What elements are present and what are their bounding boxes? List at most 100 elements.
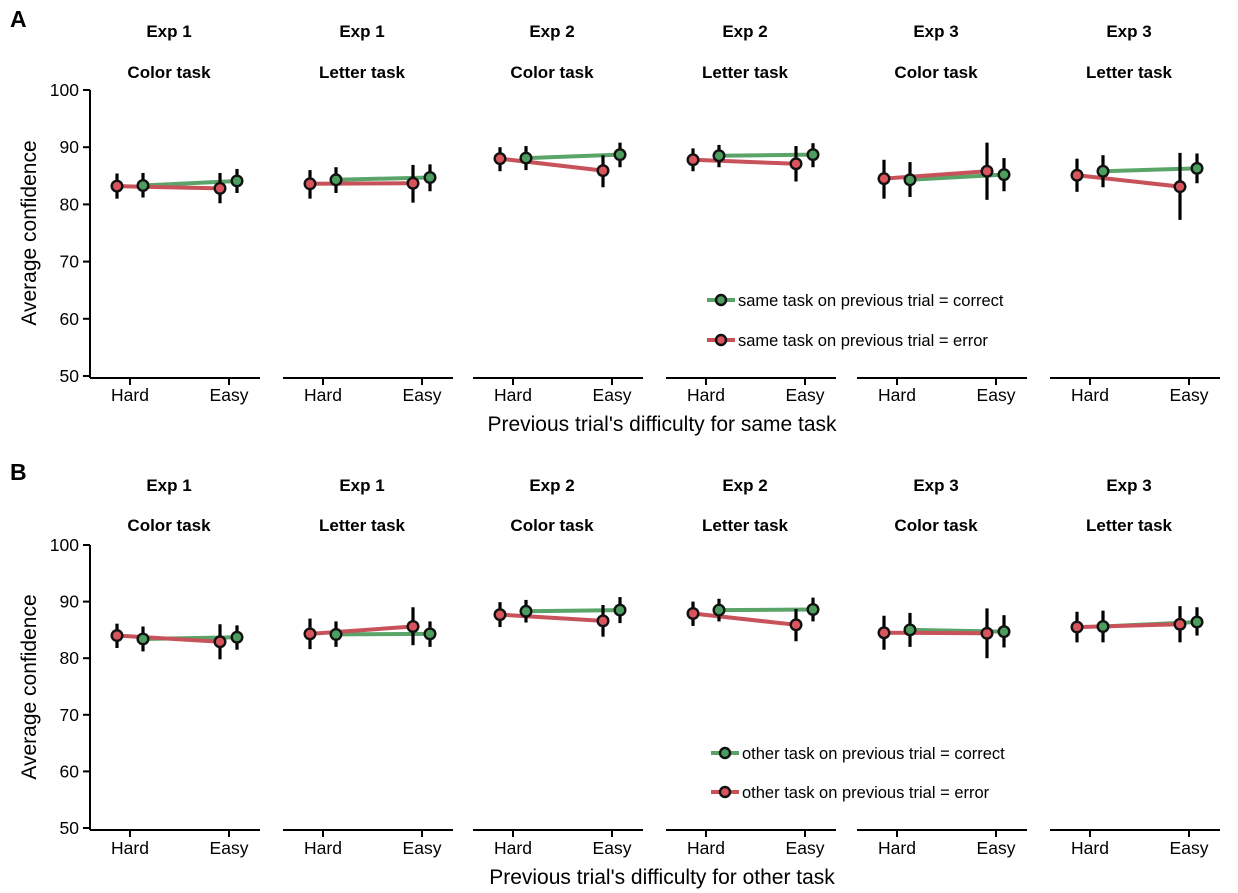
subplot: Exp 1 Letter task Hard Easy — [283, 22, 453, 405]
x-tick-label: Easy — [210, 838, 249, 858]
subplot-task-title: Color task — [127, 63, 211, 82]
subplot-exp-title: Exp 3 — [913, 22, 958, 41]
panel-letter-a: A — [10, 6, 27, 32]
subplot-exp-title: Exp 2 — [529, 22, 574, 41]
series-line-correct — [717, 152, 815, 158]
x-tick-label: Easy — [1170, 385, 1209, 405]
x-tick-label: Hard — [494, 838, 532, 858]
x-tick-label: Hard — [494, 385, 532, 405]
data-point-error — [493, 608, 507, 622]
subplot: Exp 3 Letter task Hard Easy — [1050, 22, 1220, 405]
y-tick-label: 60 — [60, 761, 80, 781]
series-line-error — [691, 157, 798, 166]
data-point-error — [980, 626, 994, 640]
subplot-exp-title: Exp 3 — [1106, 22, 1151, 41]
data-point-error — [686, 153, 700, 167]
x-tick-label: Hard — [1071, 385, 1109, 405]
y-tick-label: 70 — [60, 705, 80, 725]
subplot-task-title: Color task — [127, 516, 211, 535]
data-point-error — [110, 629, 124, 643]
x-tick-label: Hard — [304, 838, 342, 858]
x-tick-label: Hard — [687, 385, 725, 405]
data-point-error — [877, 626, 891, 640]
series-line-correct — [717, 607, 815, 613]
subplot-exp-title: Exp 1 — [146, 22, 191, 41]
legend: other task on previous trial = correct ot… — [711, 745, 1005, 802]
data-point-error — [980, 164, 994, 178]
subplot-task-title: Letter task — [319, 63, 406, 82]
x-tick-label: Hard — [687, 838, 725, 858]
legend-item-correct: same task on previous trial = correct — [738, 292, 1004, 310]
data-point-error — [789, 618, 803, 632]
series-line-error — [882, 169, 989, 181]
data-point-error — [493, 152, 507, 166]
data-point-correct — [329, 173, 343, 187]
series-line-error — [1075, 622, 1182, 630]
data-point-correct — [230, 174, 244, 188]
data-point-error — [1173, 180, 1187, 194]
data-point-correct — [997, 625, 1011, 639]
legend-item-error: other task on previous trial = error — [742, 784, 990, 802]
series-line-error — [498, 612, 605, 623]
data-point-correct — [423, 627, 437, 641]
data-point-error — [1070, 168, 1084, 182]
x-tick-label: Hard — [111, 385, 149, 405]
panel-b: 100 90 80 70 60 50 Average confidence Previous … — [18, 476, 1220, 889]
legend-swatch-marker — [718, 785, 732, 799]
data-point-correct — [1190, 615, 1204, 629]
series-line-correct — [1101, 166, 1199, 174]
y-tick-label: 80 — [60, 194, 80, 214]
series-line-error — [308, 624, 415, 636]
series-line-correct — [524, 608, 622, 614]
data-point-correct — [903, 623, 917, 637]
subplot-task-title: Letter task — [702, 63, 789, 82]
data-point-correct — [136, 632, 150, 646]
data-point-error — [1070, 620, 1084, 634]
series-line-error — [1075, 173, 1182, 189]
subplot-task-title: Letter task — [1086, 63, 1173, 82]
subplot-exp-title: Exp 2 — [722, 22, 767, 41]
data-point-correct — [806, 603, 820, 617]
subplot-exp-title: Exp 3 — [1106, 476, 1151, 495]
legend-swatch-marker — [714, 333, 728, 347]
data-point-correct — [230, 630, 244, 644]
data-point-error — [596, 164, 610, 178]
subplot-exp-title: Exp 1 — [339, 476, 384, 495]
data-point-error — [406, 176, 420, 190]
data-point-correct — [1096, 164, 1110, 178]
subplot-task-title: Letter task — [702, 516, 789, 535]
series-line-error — [115, 633, 222, 644]
subplot: Exp 1 Color task Hard Easy — [90, 476, 260, 858]
data-point-error — [686, 606, 700, 620]
subplot: Exp 1 Letter task Hard Easy — [283, 476, 453, 858]
data-point-error — [789, 157, 803, 171]
x-tick-label: Easy — [593, 838, 632, 858]
y-tick-label: 90 — [60, 137, 80, 157]
subplot: Exp 3 Color task Hard Easy — [857, 22, 1027, 405]
data-point-correct — [519, 151, 533, 165]
y-tick-label: 90 — [60, 592, 80, 612]
data-point-correct — [136, 179, 150, 193]
x-tick-label: Easy — [786, 838, 825, 858]
subplot-task-title: Color task — [510, 63, 594, 82]
data-point-error — [213, 181, 227, 195]
legend-item-error: same task on previous trial = error — [738, 332, 988, 350]
subplot: Exp 2 Color task Hard Easy — [473, 22, 643, 405]
data-point-correct — [613, 148, 627, 162]
subplot-task-title: Letter task — [319, 516, 406, 535]
panel-letter-b: B — [10, 459, 27, 485]
data-point-error — [1173, 617, 1187, 631]
subplot-task-title: Letter task — [1086, 516, 1173, 535]
x-tick-label: Hard — [304, 385, 342, 405]
legend-swatch-marker — [714, 293, 728, 307]
data-point-correct — [997, 168, 1011, 182]
data-point-error — [596, 614, 610, 628]
subplot: Exp 3 Letter task Hard Easy — [1050, 476, 1220, 858]
data-point-correct — [329, 627, 343, 641]
data-point-correct — [712, 149, 726, 163]
data-point-correct — [903, 173, 917, 187]
y-tick-label: 70 — [60, 252, 80, 272]
data-point-correct — [613, 603, 627, 617]
y-axis-label: Average confidence — [18, 140, 41, 325]
y-tick-label: 80 — [60, 648, 80, 668]
